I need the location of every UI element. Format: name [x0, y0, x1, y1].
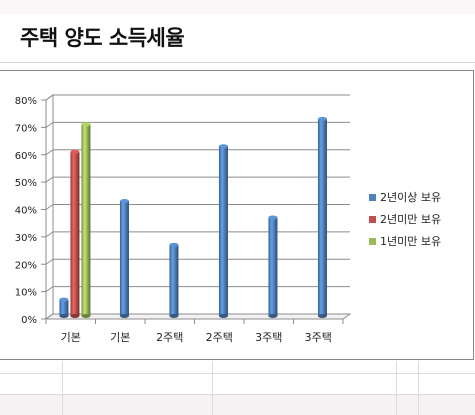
window-top-strip — [0, 0, 475, 14]
bar-bottom — [119, 314, 129, 318]
bar-top — [70, 149, 80, 154]
legend-swatch — [369, 193, 376, 201]
x-tick-label: 2주택 — [156, 331, 183, 344]
gridline-wall — [45, 121, 54, 128]
x-tick-label: 기본 — [61, 331, 81, 344]
legend-label: 2년이상 보유 — [380, 191, 442, 204]
y-tick-label: 40% — [15, 206, 37, 217]
y-tick-label: 0% — [21, 315, 37, 326]
y-tick-label: 30% — [15, 233, 37, 244]
bar — [70, 151, 80, 316]
bar-bottom — [70, 314, 80, 318]
legend-label: 2년미만 보유 — [380, 213, 442, 226]
y-tick-label: 20% — [15, 260, 37, 271]
bar-bottom — [268, 314, 278, 318]
gridline-wall — [45, 286, 54, 293]
bar-bottom — [317, 314, 327, 318]
legend-label: 1년미만 보유 — [380, 235, 442, 248]
y-tick-label: 80% — [15, 96, 37, 107]
bar-bottom — [59, 314, 69, 318]
bar-top — [218, 144, 228, 149]
legend-swatch — [369, 237, 376, 245]
chart-legend: 2년이상 보유 2년미만 보유 1년미만 보유 — [369, 186, 441, 252]
bar-top — [169, 242, 179, 247]
header-divider — [0, 62, 475, 63]
gridline-wall — [45, 149, 54, 156]
gridline-wall — [45, 176, 54, 183]
bar-bottom — [81, 314, 91, 318]
y-tick-label: 60% — [15, 151, 37, 162]
legend-swatch — [369, 215, 376, 223]
legend-item: 1년미만 보유 — [369, 230, 441, 252]
bar-top — [119, 199, 129, 204]
chart-floor — [44, 313, 352, 320]
bar — [317, 118, 327, 317]
bar — [81, 124, 91, 316]
y-tick-label: 10% — [15, 288, 37, 299]
bar — [268, 217, 278, 316]
gridline-wall — [45, 204, 54, 210]
bar — [169, 244, 179, 316]
page-title: 주택 양도 소득세율 — [20, 26, 185, 50]
gridline-wall — [45, 258, 54, 265]
x-tick-label: 기본 — [110, 331, 130, 344]
x-tick-label: 3주택 — [305, 331, 332, 344]
bar-top — [317, 116, 327, 121]
gridline-wall — [45, 313, 54, 320]
bar-top — [81, 122, 91, 127]
gridline-wall — [45, 231, 54, 238]
x-tick-label: 3주택 — [255, 331, 282, 344]
spreadsheet-grid — [0, 361, 475, 415]
y-tick-label: 50% — [15, 178, 37, 189]
gridline-wall — [45, 94, 54, 101]
bar — [218, 146, 228, 316]
bar-top — [268, 215, 278, 220]
y-tick-label: 70% — [15, 123, 37, 134]
bar-bottom — [169, 314, 179, 318]
bar-top — [59, 297, 69, 302]
bar — [59, 299, 69, 316]
legend-item: 2년미만 보유 — [369, 208, 441, 230]
x-tick-label: 2주택 — [206, 331, 233, 344]
bar — [119, 201, 129, 316]
bar-bottom — [218, 314, 228, 318]
legend-item: 2년이상 보유 — [369, 186, 441, 208]
